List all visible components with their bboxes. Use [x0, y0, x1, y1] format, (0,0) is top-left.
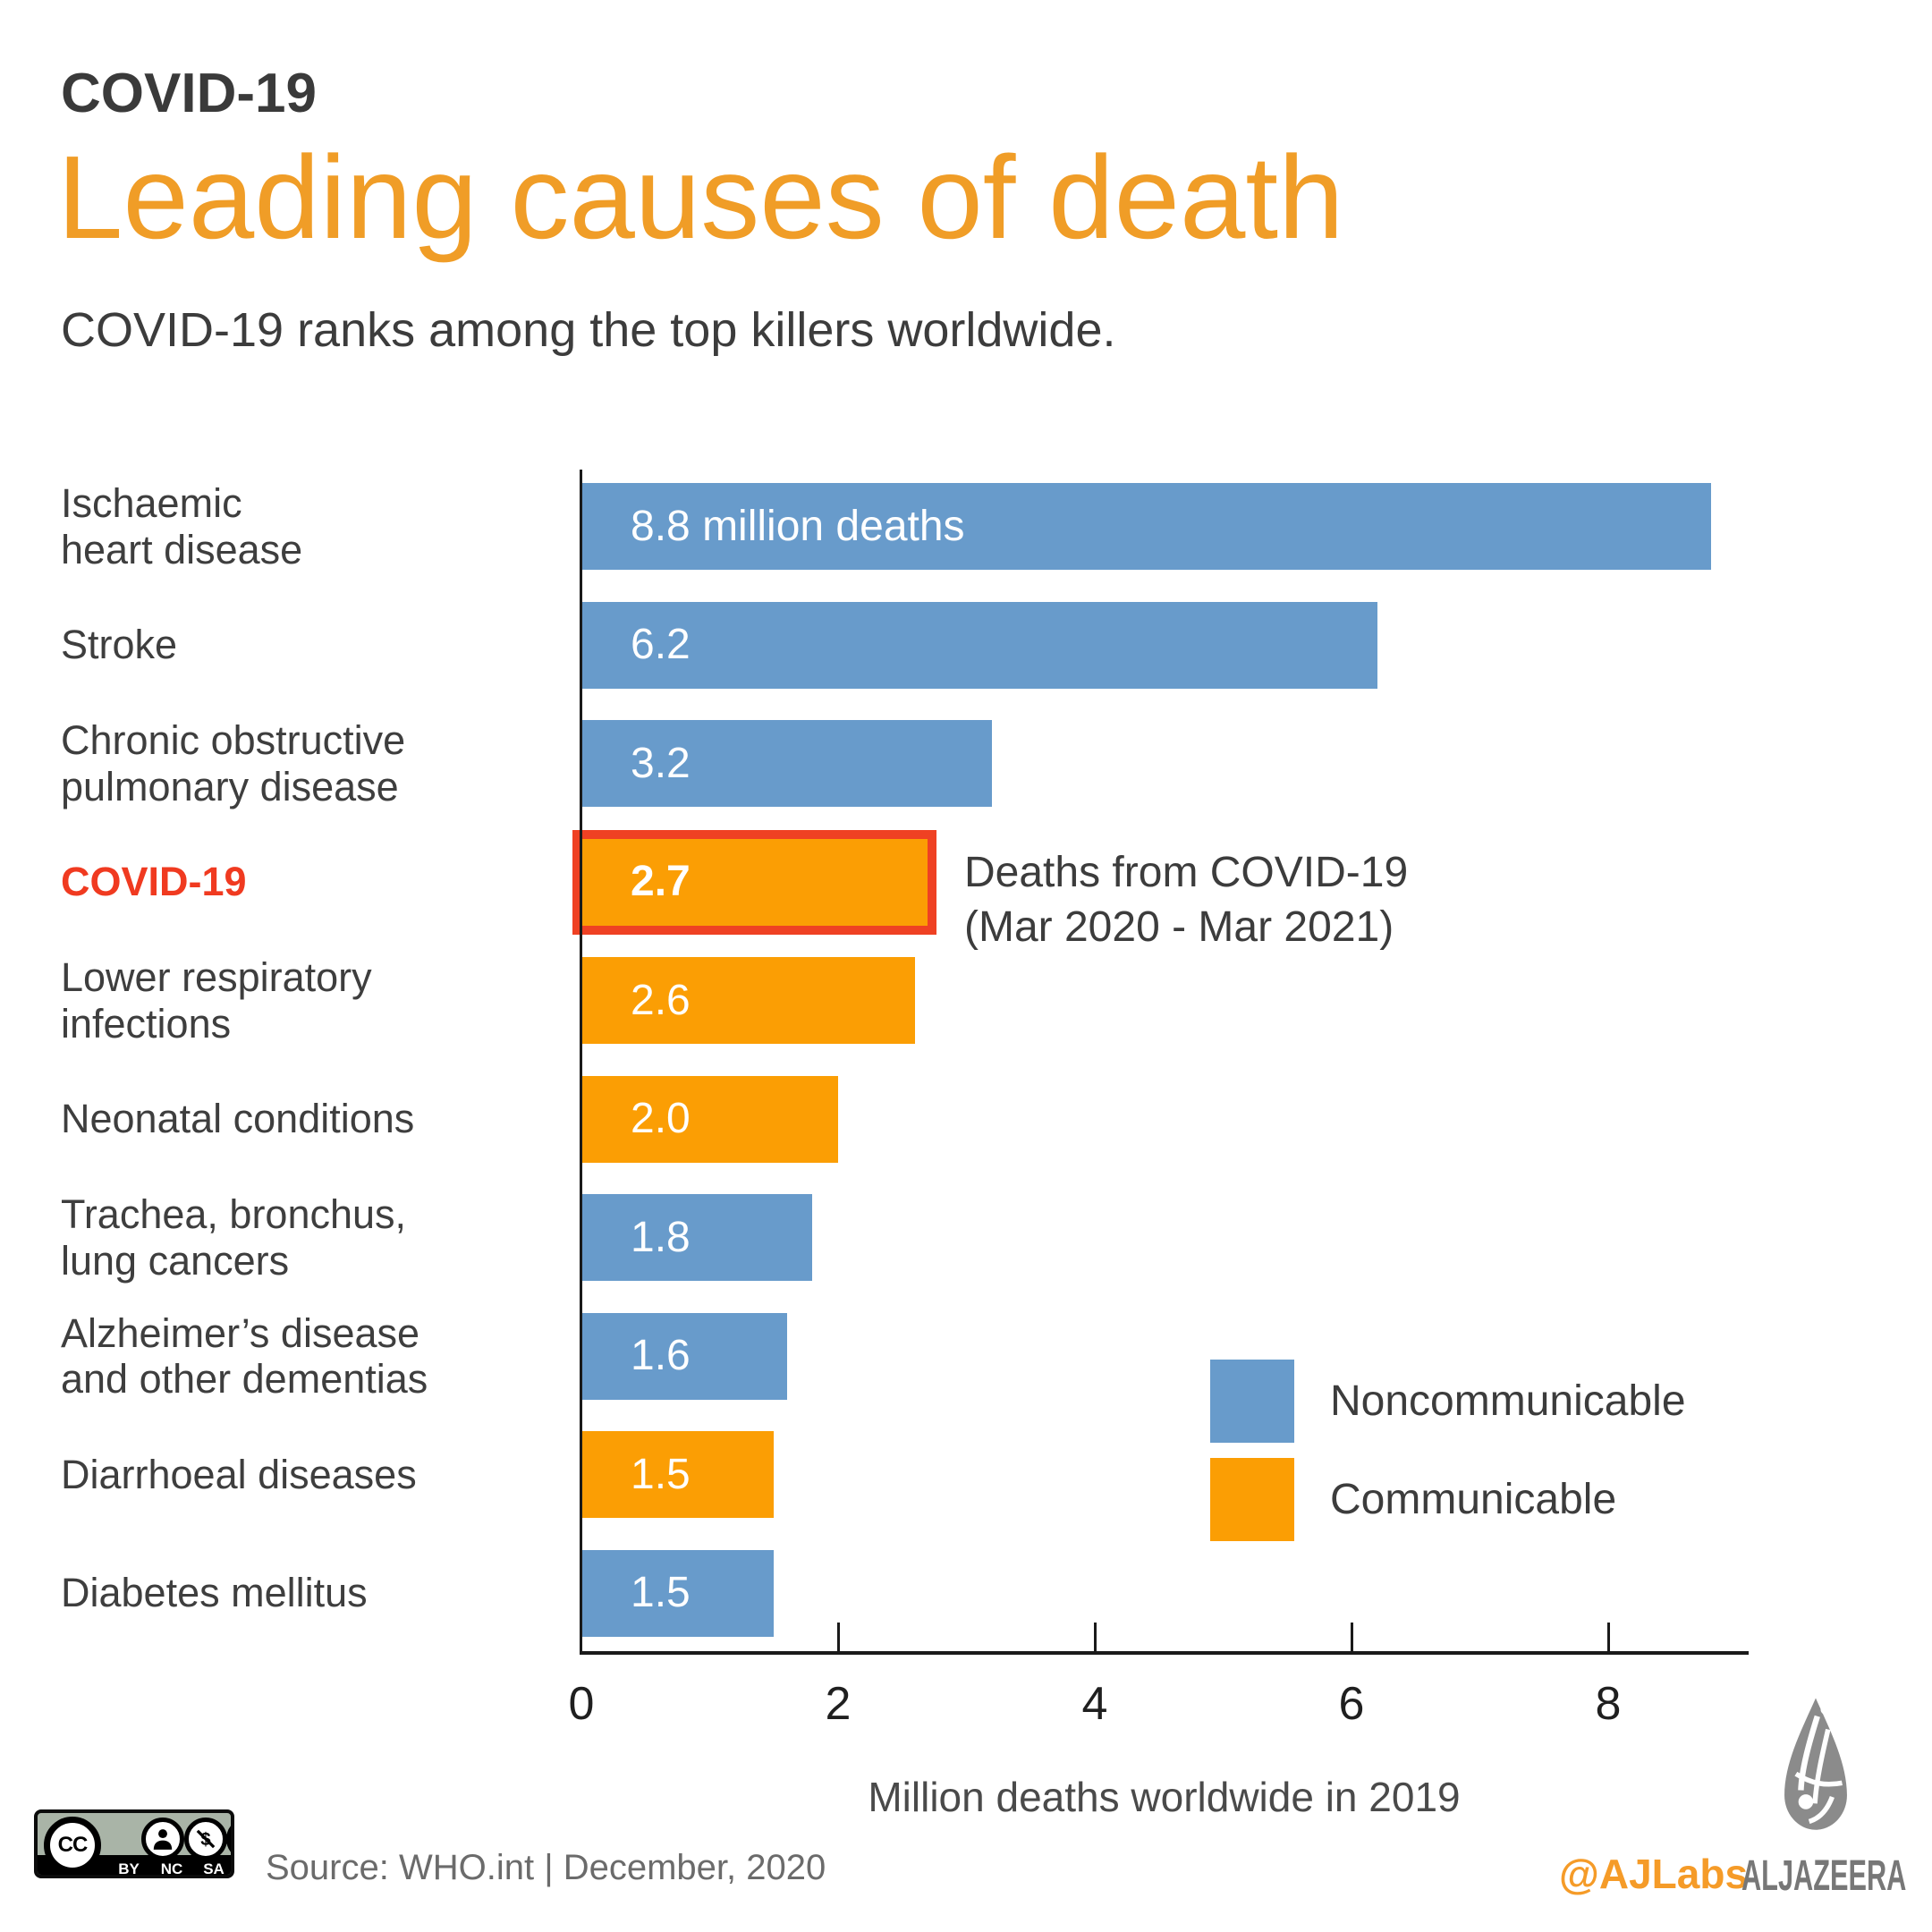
bar-value-label: 3.2	[631, 739, 691, 787]
bar: 1.5	[581, 1431, 774, 1518]
bar-value-label: 2.6	[631, 976, 691, 1024]
bar: 8.8 million deaths	[581, 483, 1711, 570]
bar: 1.5	[581, 1549, 774, 1637]
x-tick-label: 4	[1081, 1678, 1108, 1730]
category-label: COVID-19	[61, 859, 247, 905]
bar-value-label: 2.7	[631, 858, 691, 905]
x-tick-label: 6	[1338, 1678, 1365, 1730]
page-title: Leading causes of death	[57, 131, 1344, 263]
bar-covid-19: 2.7	[572, 829, 936, 935]
bar: 1.6	[581, 1312, 787, 1400]
bar-value-label: 8.8 million deaths	[631, 502, 965, 550]
x-tick-mark	[1351, 1623, 1353, 1651]
bar: 1.8	[581, 1194, 812, 1281]
category-label: Diabetes mellitus	[61, 1570, 368, 1616]
y-axis-line	[580, 470, 582, 1653]
bar: 6.2	[581, 601, 1377, 689]
cc-icon: CC	[44, 1817, 101, 1874]
annotation-line-2: (Mar 2020 - Mar 2021)	[964, 903, 1394, 952]
category-label: Ischaemic heart disease	[61, 480, 303, 572]
cc-icon-label: CC	[57, 1833, 89, 1857]
category-label: Chronic obstructive pulmonary disease	[61, 717, 406, 809]
bar-value-label: 6.2	[631, 621, 691, 668]
legend-label: Communicable	[1330, 1476, 1617, 1523]
x-tick-mark	[1607, 1623, 1610, 1651]
category-label: Trachea, bronchus, lung cancers	[61, 1191, 407, 1284]
bar-value-label: 2.0	[631, 1095, 691, 1142]
category-label: Alzheimer’s disease and other dementias	[61, 1309, 428, 1402]
bar: 2.0	[581, 1075, 838, 1163]
x-tick-label: 8	[1595, 1678, 1622, 1730]
cc-license-badge: CC $ BY NC SA	[34, 1809, 234, 1878]
covid-annotation: Deaths from COVID-19 (Mar 2020 - Mar 202…	[964, 845, 1408, 955]
legend-label: Noncommunicable	[1330, 1377, 1686, 1425]
x-axis-title: Million deaths worldwide in 2019	[868, 1774, 1461, 1820]
source-text: Source: WHO.int | December, 2020	[266, 1848, 826, 1887]
category-label: Stroke	[61, 622, 178, 668]
aljazeera-wordmark: ALJAZEERA	[1741, 1852, 1907, 1900]
aljazeera-logo-icon	[1774, 1693, 1858, 1858]
bar: 3.2	[581, 720, 992, 807]
category-label: Lower respiratory infections	[61, 954, 372, 1046]
cc-term-label: NC	[160, 1860, 183, 1877]
x-axis-line	[580, 1651, 1749, 1655]
bar-value-label: 1.5	[631, 1450, 691, 1498]
subtitle: COVID-19 ranks among the top killers wor…	[61, 303, 1116, 357]
cc-nc-no-dollar-icon: $	[184, 1818, 227, 1860]
cc-term-label: SA	[203, 1860, 225, 1877]
bar-value-label: 1.6	[631, 1332, 691, 1379]
annotation-line-1: Deaths from COVID-19	[964, 849, 1409, 896]
bar-value-label: 1.8	[631, 1213, 691, 1261]
x-tick-mark	[1094, 1623, 1097, 1651]
cc-sa-share-alike-icon	[226, 1818, 231, 1860]
ajlabs-handle: @AJLabs	[1559, 1851, 1749, 1897]
cc-by-person-icon	[141, 1818, 184, 1860]
category-label: Neonatal conditions	[61, 1096, 415, 1142]
bar-value-label: 1.5	[631, 1569, 691, 1616]
legend-swatch-communicable	[1210, 1458, 1294, 1541]
category-label: Diarrhoeal diseases	[61, 1451, 417, 1497]
x-tick-label: 0	[568, 1678, 595, 1730]
legend-swatch-noncommunicable	[1210, 1360, 1294, 1443]
x-tick-mark	[837, 1623, 840, 1651]
kicker: COVID-19	[61, 63, 317, 124]
x-tick-label: 2	[825, 1678, 852, 1730]
bar: 2.6	[581, 957, 915, 1044]
cc-term-label: BY	[118, 1860, 140, 1877]
